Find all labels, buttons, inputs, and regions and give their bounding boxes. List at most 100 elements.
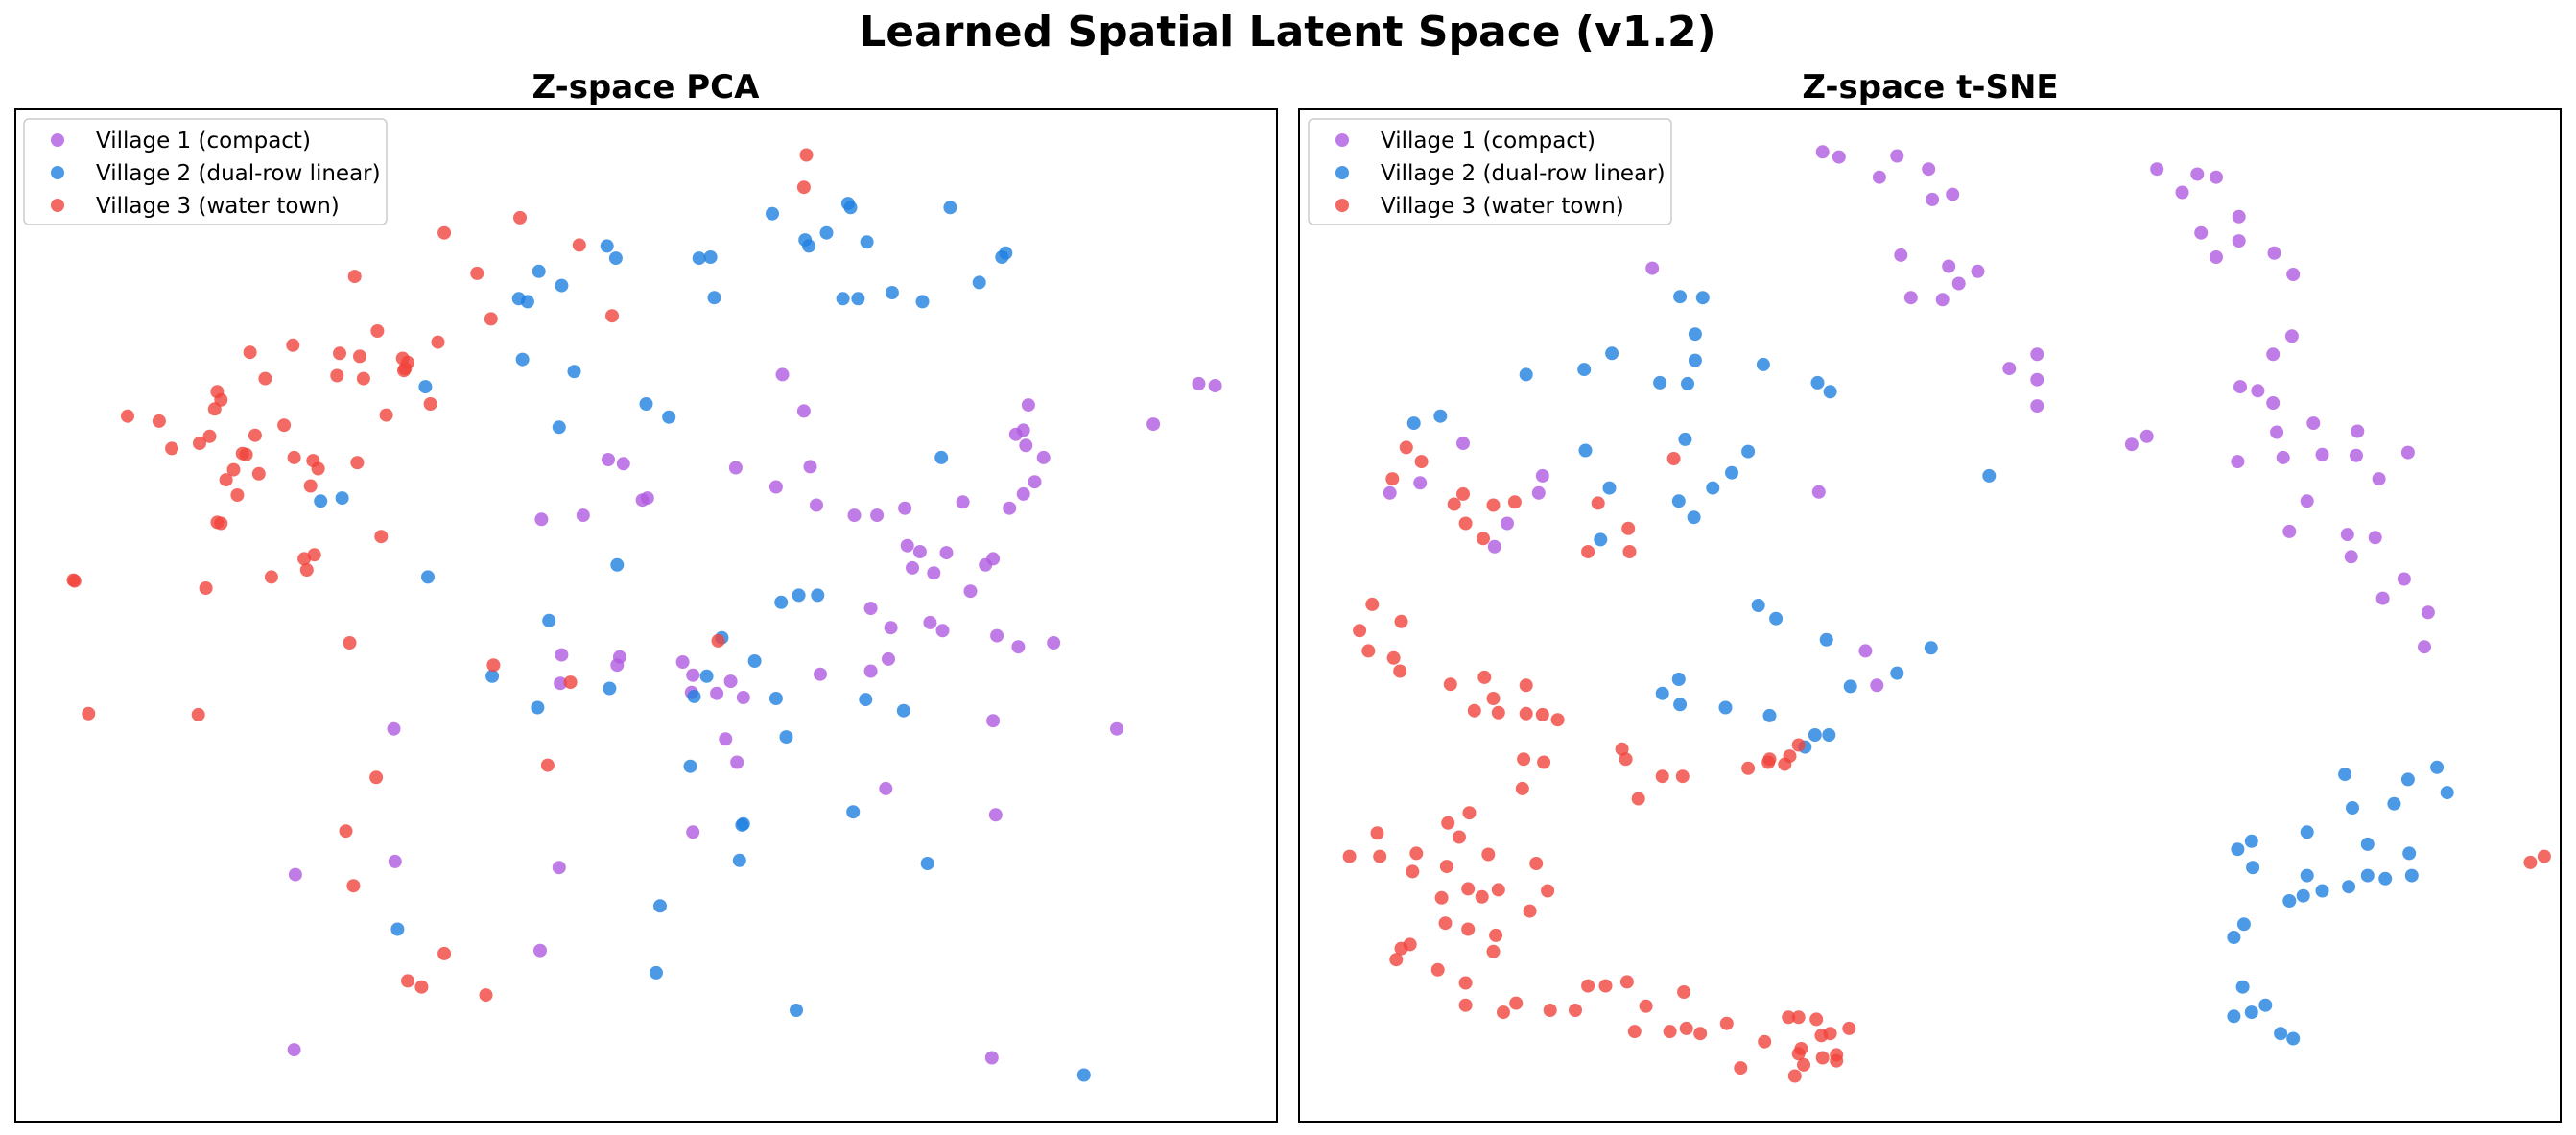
point-pca-village2-58 bbox=[650, 965, 663, 980]
point-tsne-village3-97 bbox=[1791, 1047, 1806, 1061]
point-tsne-village3-7 bbox=[1622, 545, 1637, 558]
point-pca-village3-7 bbox=[605, 309, 619, 323]
point-pca-village1-43 bbox=[863, 664, 878, 678]
point-tsne-village2-47 bbox=[2246, 861, 2260, 875]
point-pca-village3-21 bbox=[423, 397, 437, 411]
point-tsne-village2-0 bbox=[1673, 290, 1688, 304]
point-tsne-village2-21 bbox=[1687, 510, 1701, 525]
point-tsne-village2-61 bbox=[2244, 1005, 2258, 1020]
point-tsne-village3-13 bbox=[1456, 486, 1470, 501]
point-tsne-village2-57 bbox=[2236, 917, 2251, 932]
legend-box-tsne bbox=[1308, 118, 1672, 225]
point-pca-village3-47 bbox=[374, 530, 389, 544]
point-pca-village3-14 bbox=[330, 368, 344, 383]
point-tsne-village2-7 bbox=[1756, 357, 1770, 371]
point-tsne-village2-31 bbox=[1655, 686, 1669, 700]
point-tsne-village3-46 bbox=[1481, 847, 1496, 862]
point-tsne-village1-3 bbox=[1890, 149, 1904, 163]
point-pca-village2-43 bbox=[531, 700, 545, 715]
point-pca-village3-55 bbox=[343, 636, 357, 650]
point-pca-village3-38 bbox=[350, 456, 365, 470]
point-pca-village2-33 bbox=[421, 570, 435, 584]
point-tsne-village1-32 bbox=[2266, 396, 2281, 410]
legend-label-tsne-village3: Village 3 (water town) bbox=[1381, 194, 1624, 219]
point-pca-village3-22 bbox=[379, 408, 393, 422]
point-tsne-village3-15 bbox=[1394, 614, 1408, 628]
point-pca-village1-68 bbox=[984, 1051, 999, 1065]
point-pca-village1-37 bbox=[923, 615, 937, 629]
point-tsne-village3-58 bbox=[1541, 884, 1555, 898]
point-pca-village3-34 bbox=[239, 447, 253, 461]
point-pca-village3-27 bbox=[202, 429, 217, 443]
legend-label-pca-village2: Village 2 (dual-row linear) bbox=[96, 161, 381, 186]
point-tsne-village2-40 bbox=[2430, 760, 2445, 774]
point-pca-village3-32 bbox=[193, 437, 206, 451]
point-tsne-village2-5 bbox=[1688, 353, 1702, 367]
point-pca-village3-20 bbox=[397, 364, 411, 378]
point-pca-village2-14 bbox=[972, 275, 986, 290]
point-tsne-village3-33 bbox=[1619, 752, 1633, 767]
point-tsne-village3-99 bbox=[2523, 855, 2538, 869]
point-pca-village2-45 bbox=[687, 689, 701, 703]
point-tsne-village2-41 bbox=[2346, 801, 2359, 815]
point-tsne-village3-23 bbox=[1519, 678, 1533, 693]
point-tsne-village3-54 bbox=[1461, 882, 1476, 896]
point-pca-village2-26 bbox=[418, 380, 433, 394]
point-tsne-village1-22 bbox=[2232, 209, 2246, 224]
point-pca-village1-8 bbox=[728, 461, 743, 475]
scatter-points-pca bbox=[66, 148, 1222, 1082]
point-pca-village2-28 bbox=[662, 410, 676, 424]
point-tsne-village1-60 bbox=[1811, 485, 1826, 499]
point-tsne-village3-24 bbox=[1486, 692, 1501, 705]
point-pca-village3-51 bbox=[199, 581, 213, 595]
point-tsne-village2-20 bbox=[1602, 481, 1617, 495]
point-pca-village1-40 bbox=[1047, 636, 1061, 650]
point-pca-village1-19 bbox=[1019, 438, 1033, 453]
point-tsne-village1-6 bbox=[1946, 187, 1960, 201]
point-pca-village2-21 bbox=[532, 264, 546, 278]
point-pca-village1-11 bbox=[810, 498, 823, 512]
point-tsne-village3-62 bbox=[1489, 928, 1503, 942]
point-tsne-village2-19 bbox=[1671, 494, 1686, 508]
point-tsne-village3-70 bbox=[1497, 1005, 1510, 1020]
point-tsne-village3-84 bbox=[1758, 1034, 1772, 1049]
point-tsne-village3-78 bbox=[1677, 985, 1691, 999]
point-pca-village2-49 bbox=[779, 730, 793, 745]
point-tsne-village3-55 bbox=[1475, 889, 1489, 904]
point-pca-village2-17 bbox=[836, 292, 850, 306]
point-tsne-village2-1 bbox=[1695, 291, 1710, 305]
point-pca-village3-12 bbox=[333, 346, 346, 361]
point-pca-village1-57 bbox=[719, 732, 733, 746]
point-tsne-village2-26 bbox=[1819, 632, 1833, 647]
legend-label-pca-village1: Village 1 (compact) bbox=[96, 129, 311, 154]
panel-title-pca: Z-space PCA bbox=[532, 68, 761, 106]
point-pca-village3-54 bbox=[66, 573, 81, 587]
point-tsne-village3-48 bbox=[1409, 846, 1424, 861]
point-tsne-village2-8 bbox=[1810, 375, 1825, 390]
point-tsne-village1-0 bbox=[1815, 145, 1830, 159]
point-pca-village3-56 bbox=[711, 633, 725, 648]
point-pca-village3-30 bbox=[121, 409, 134, 423]
point-tsne-village2-18 bbox=[1706, 481, 1720, 495]
point-pca-village3-64 bbox=[346, 879, 361, 893]
point-tsne-village1-54 bbox=[1383, 485, 1397, 500]
point-tsne-village3-75 bbox=[1598, 979, 1613, 993]
point-pca-village3-16 bbox=[258, 371, 272, 386]
point-tsne-village2-46 bbox=[2231, 842, 2245, 857]
point-tsne-village3-89 bbox=[1782, 1010, 1796, 1025]
point-tsne-village3-30 bbox=[1537, 755, 1551, 769]
point-pca-village1-35 bbox=[863, 602, 878, 616]
point-tsne-village3-10 bbox=[1581, 545, 1595, 558]
point-tsne-village2-50 bbox=[2402, 846, 2417, 861]
point-tsne-village3-5 bbox=[1486, 498, 1501, 512]
point-tsne-village2-35 bbox=[1822, 728, 1836, 742]
point-tsne-village1-35 bbox=[2270, 425, 2284, 439]
legend-box-pca bbox=[23, 118, 388, 225]
point-tsne-village3-43 bbox=[1462, 806, 1477, 820]
point-tsne-village1-9 bbox=[1971, 264, 1985, 278]
point-tsne-village3-95 bbox=[1815, 1051, 1830, 1065]
point-tsne-village3-60 bbox=[1438, 916, 1453, 931]
point-tsne-village3-69 bbox=[1458, 998, 1473, 1012]
point-tsne-village3-53 bbox=[1434, 890, 1449, 905]
point-tsne-village2-36 bbox=[1808, 728, 1822, 742]
